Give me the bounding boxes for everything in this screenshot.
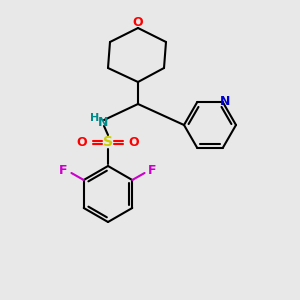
Text: N: N [98, 116, 108, 128]
Text: N: N [220, 95, 230, 108]
Text: F: F [59, 164, 68, 176]
Text: H: H [90, 113, 100, 123]
Text: F: F [148, 164, 157, 176]
Text: O: O [77, 136, 87, 148]
Text: O: O [129, 136, 139, 148]
Text: O: O [133, 16, 143, 29]
Text: S: S [103, 135, 113, 149]
